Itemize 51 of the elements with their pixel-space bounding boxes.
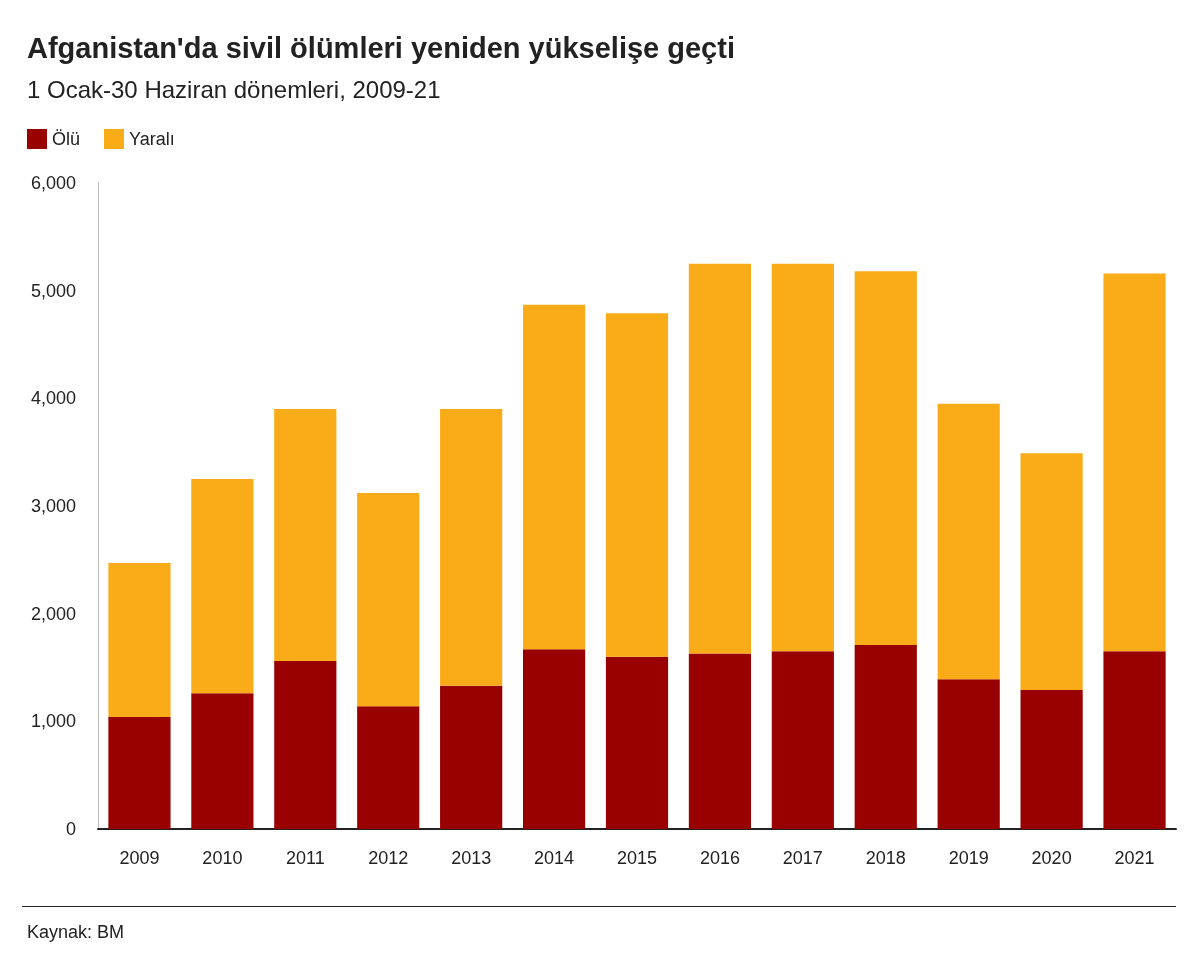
bar xyxy=(274,661,337,829)
bar xyxy=(854,271,917,645)
y-tick-label: 1,000 xyxy=(30,711,76,732)
x-tick-label: 2018 xyxy=(865,848,906,868)
bar xyxy=(440,409,503,686)
y-tick-label: 5,000 xyxy=(30,280,76,301)
chart-title: Afganistan'da sivil ölümleri yeniden yükselişe geçti xyxy=(27,31,735,64)
x-tick-label: 2010 xyxy=(202,848,243,868)
legend-label: Ölü xyxy=(52,129,81,149)
bar xyxy=(522,649,586,829)
y-tick-label: 6,000 xyxy=(30,173,76,193)
y-tick-label: 4,000 xyxy=(30,388,76,409)
bar xyxy=(688,263,752,654)
legend-label: Yaralı xyxy=(129,129,175,149)
bar xyxy=(274,409,337,662)
x-tick-label: 2011 xyxy=(285,848,325,868)
x-tick-label: 2014 xyxy=(534,848,575,868)
bar xyxy=(605,656,669,829)
y-tick-label: 0 xyxy=(65,819,76,839)
bar xyxy=(440,685,503,829)
y-tick-label: 2,000 xyxy=(30,603,76,624)
x-tick-label: 2013 xyxy=(451,848,492,868)
x-tick-label: 2015 xyxy=(616,848,658,868)
bar xyxy=(191,693,254,829)
bar xyxy=(522,304,586,650)
bar xyxy=(1103,651,1166,829)
bar xyxy=(1103,273,1166,652)
x-tick-label: 2016 xyxy=(699,848,740,868)
bar xyxy=(937,679,1000,829)
bar xyxy=(771,651,834,829)
chart-subtitle: 1 Ocak-30 Haziran dönemleri, 2009-21 xyxy=(27,75,441,103)
bar xyxy=(937,403,1000,680)
bar xyxy=(1020,690,1083,829)
bar xyxy=(108,717,171,829)
x-tick-label: 2009 xyxy=(119,848,160,868)
bar xyxy=(605,313,669,657)
text: Kaynak: BM xyxy=(27,922,125,942)
y-tick-label: 3,000 xyxy=(30,496,76,516)
x-tick-label: 2012 xyxy=(368,848,409,868)
x-tick-label: 2019 xyxy=(948,848,989,868)
bar xyxy=(854,644,917,829)
x-tick-label: 2020 xyxy=(1031,848,1072,868)
bar xyxy=(108,563,171,718)
x-tick-label: 2021 xyxy=(1114,848,1155,868)
bar xyxy=(357,493,420,707)
bar xyxy=(688,653,752,829)
bar xyxy=(1020,453,1083,691)
x-tick-label: 2017 xyxy=(782,848,823,868)
bar xyxy=(191,479,254,694)
bar xyxy=(357,706,420,829)
bar xyxy=(771,263,834,652)
